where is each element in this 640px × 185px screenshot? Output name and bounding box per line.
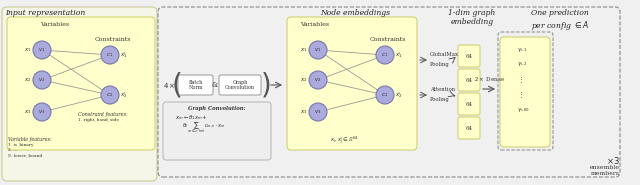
- Text: $x_3$: $x_3$: [300, 108, 308, 116]
- Circle shape: [309, 103, 327, 121]
- Text: GlobalMax: GlobalMax: [430, 52, 459, 57]
- FancyBboxPatch shape: [163, 102, 271, 160]
- Text: 64: 64: [465, 125, 472, 130]
- Text: Graph
Convolution: Graph Convolution: [225, 80, 255, 90]
- Circle shape: [309, 41, 327, 59]
- Text: 64: 64: [465, 78, 472, 83]
- Text: $\vdots$: $\vdots$: [517, 75, 523, 85]
- Text: Attention: Attention: [430, 87, 455, 92]
- Text: $x_2$: $x_2$: [300, 76, 308, 84]
- FancyBboxPatch shape: [458, 69, 480, 91]
- Text: Input representation: Input representation: [5, 9, 85, 17]
- Text: ensemble: ensemble: [590, 165, 620, 170]
- Text: $\gamma_{i,2}$: $\gamma_{i,2}$: [517, 61, 527, 68]
- Text: Variable features:: Variable features:: [8, 137, 52, 142]
- Text: $\times 3$: $\times 3$: [606, 155, 620, 166]
- Circle shape: [33, 41, 51, 59]
- Text: Pooling: Pooling: [430, 62, 450, 67]
- Text: &: &: [212, 81, 218, 89]
- FancyBboxPatch shape: [458, 93, 480, 115]
- Text: 1. is_binary: 1. is_binary: [8, 143, 33, 147]
- FancyBboxPatch shape: [287, 17, 417, 150]
- Circle shape: [33, 103, 51, 121]
- Text: $c_1$: $c_1$: [106, 51, 113, 59]
- FancyBboxPatch shape: [458, 45, 480, 67]
- Circle shape: [376, 46, 394, 64]
- Text: $4\times$: $4\times$: [163, 80, 176, 90]
- Text: $\gamma_{i,1}$: $\gamma_{i,1}$: [517, 47, 527, 54]
- Text: $2\times$ Dense: $2\times$ Dense: [474, 75, 504, 83]
- Text: Constraints: Constraints: [95, 37, 131, 42]
- FancyBboxPatch shape: [500, 37, 550, 147]
- Text: 64: 64: [465, 53, 472, 58]
- Text: Constraints: Constraints: [370, 37, 406, 42]
- Text: One prediction
per config $\in A$: One prediction per config $\in A$: [531, 9, 589, 32]
- Text: $x_1'$: $x_1'$: [120, 50, 128, 60]
- Text: $x_2'$: $x_2'$: [396, 90, 403, 100]
- Text: 9. lower_bound: 9. lower_bound: [8, 153, 42, 157]
- FancyBboxPatch shape: [2, 7, 157, 181]
- Text: $x_2$: $x_2$: [24, 76, 32, 84]
- FancyBboxPatch shape: [458, 117, 480, 139]
- Text: 1-dim graph
embedding: 1-dim graph embedding: [449, 9, 495, 26]
- Text: $c_2$: $c_2$: [381, 91, 388, 99]
- FancyBboxPatch shape: [219, 75, 261, 95]
- Text: $x_1$: $x_1$: [24, 46, 32, 54]
- Text: $x_1$: $x_1$: [300, 46, 308, 54]
- Text: $v_3$: $v_3$: [38, 108, 45, 116]
- Text: 2. ...: 2. ...: [8, 148, 18, 152]
- Circle shape: [101, 46, 119, 64]
- Text: $\vdots$: $\vdots$: [517, 90, 523, 100]
- Text: $x_1'$: $x_1'$: [396, 50, 403, 60]
- Text: $x_i, x_j^{\prime} \in \mathbb{R}^{64}$: $x_i, x_j^{\prime} \in \mathbb{R}^{64}$: [330, 135, 358, 147]
- FancyBboxPatch shape: [7, 17, 155, 150]
- Text: $\gamma_{i,60}$: $\gamma_{i,60}$: [517, 107, 530, 114]
- Text: Pooling: Pooling: [430, 97, 450, 102]
- Text: Batch
Norm: Batch Norm: [188, 80, 203, 90]
- Circle shape: [101, 86, 119, 104]
- Text: ): ): [261, 71, 272, 99]
- Text: $x_2'$: $x_2'$: [120, 90, 128, 100]
- Text: $v_2$: $v_2$: [38, 76, 45, 84]
- Text: 64: 64: [465, 102, 472, 107]
- Text: $c_2$: $c_2$: [106, 91, 113, 99]
- Text: $v_3$: $v_3$: [314, 108, 322, 116]
- Text: members: members: [591, 171, 620, 176]
- Text: (: (: [172, 71, 183, 99]
- Text: Graph Convolution:: Graph Convolution:: [188, 106, 246, 111]
- FancyBboxPatch shape: [178, 75, 213, 95]
- Circle shape: [309, 71, 327, 89]
- Text: Variables: Variables: [300, 22, 329, 27]
- Circle shape: [376, 86, 394, 104]
- Text: Node embeddings: Node embeddings: [320, 9, 390, 17]
- Text: $v_1$: $v_1$: [314, 46, 322, 54]
- Text: $x_m \leftarrow \theta_1 x_m +$: $x_m \leftarrow \theta_1 x_m +$: [175, 113, 208, 122]
- Text: $\theta_2 \sum_{m \in \mathcal{N}(m)} c_{m,n} \cdot x_m$: $\theta_2 \sum_{m \in \mathcal{N}(m)} c_…: [182, 121, 226, 135]
- Text: $v_2$: $v_2$: [314, 76, 322, 84]
- Text: Variables: Variables: [40, 22, 69, 27]
- Circle shape: [33, 71, 51, 89]
- Text: $v_1$: $v_1$: [38, 46, 45, 54]
- Text: $c_1$: $c_1$: [381, 51, 388, 59]
- Text: Constraint features:: Constraint features:: [78, 112, 127, 117]
- Text: $x_3$: $x_3$: [24, 108, 32, 116]
- Text: 1. right_hand_side: 1. right_hand_side: [78, 118, 119, 122]
